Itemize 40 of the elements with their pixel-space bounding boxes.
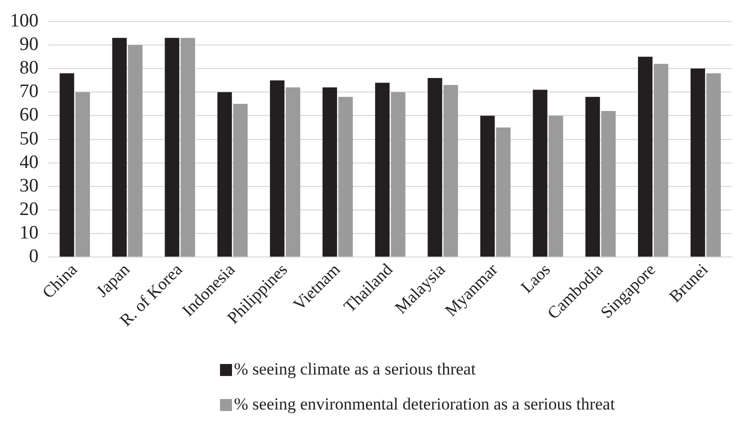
bar [60,73,74,257]
bar [164,38,180,257]
y-tick-label: 50 [20,128,38,150]
bar [180,38,196,257]
legend-label: % seeing climate as a serious threat [234,359,476,378]
bar [480,116,495,257]
bar [322,87,338,257]
bar [706,73,721,257]
bar [75,92,90,257]
y-tick-label: 40 [20,152,38,173]
bar [496,127,511,257]
bar [532,90,548,257]
bar [217,92,232,257]
bar [638,56,653,257]
bar [390,92,406,257]
bar [428,78,442,257]
bar [601,110,616,257]
y-tick-label: 0 [29,246,38,268]
y-tick-label: 100 [10,10,38,32]
y-tick-label: 90 [20,34,38,55]
bar [690,68,706,257]
y-tick-label: 30 [20,175,38,196]
y-tick-label: 70 [20,81,38,102]
y-tick-label: 20 [20,198,38,220]
y-tick-label: 60 [20,104,38,126]
bar [585,96,600,257]
y-tick-label: 80 [20,58,38,79]
bar [128,44,143,257]
bar [654,64,668,257]
bar [338,96,353,257]
bar [548,116,564,257]
y-tick-label: 10 [20,222,38,244]
bar [112,38,127,257]
legend-label: % seeing environmental deterioration as a serious threat [234,394,616,414]
x-tick-label: Laos [517,260,554,297]
bar [286,87,300,257]
bar [375,82,390,257]
bar [233,104,248,257]
bar [270,80,284,257]
bar [443,85,458,257]
